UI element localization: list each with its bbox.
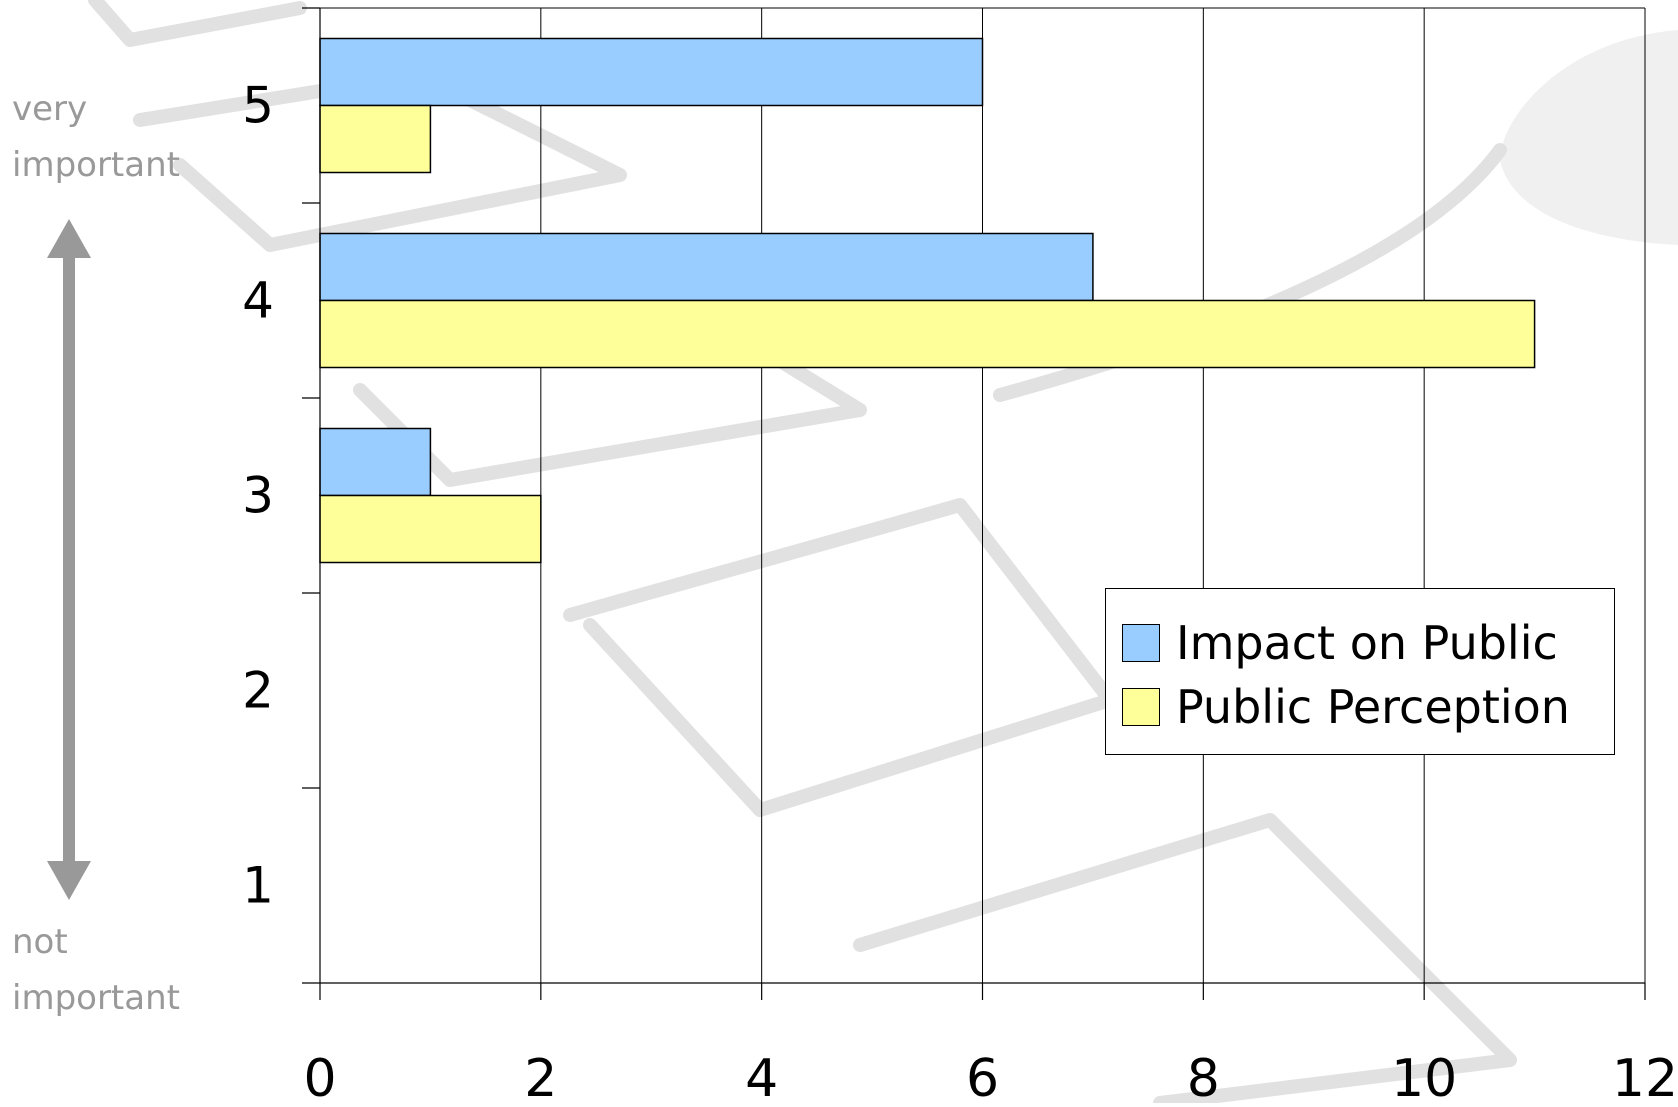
bar-perception-5 <box>319 104 432 174</box>
y-tick-label-4: 4 <box>242 272 274 330</box>
bar-perception-4 <box>319 299 1536 369</box>
watermark-stroke <box>993 143 1507 402</box>
legend-label-perception: Public Perception <box>1176 680 1570 734</box>
arrow-head-up <box>47 219 91 258</box>
bar-impact-5 <box>319 37 984 107</box>
bars <box>319 37 1536 564</box>
y-tick-label-2: 2 <box>242 662 274 720</box>
watermark-shape <box>1500 30 1678 245</box>
legend: Impact on Public Public Perception <box>1105 588 1615 755</box>
x-tick-label-6: 6 <box>966 1049 999 1103</box>
x-tick-label-4: 4 <box>745 1049 778 1103</box>
axes <box>302 7 1646 1000</box>
watermark-stroke <box>88 0 307 47</box>
x-tick-label-8: 8 <box>1187 1049 1220 1103</box>
legend-item-perception: Public Perception <box>1122 677 1570 737</box>
scale-note-bottom-line2: important <box>12 978 180 1018</box>
arrow-head-down <box>47 861 91 900</box>
importance-arrow <box>47 219 91 900</box>
gridlines <box>540 8 1646 983</box>
legend-item-impact: Impact on Public <box>1122 613 1558 673</box>
x-tick-label-12: 12 <box>1612 1049 1678 1103</box>
scale-note-top: very important <box>12 81 180 193</box>
legend-label-impact: Impact on Public <box>1176 616 1558 670</box>
x-tick-label-10: 10 <box>1391 1049 1457 1103</box>
y-tick-label-1: 1 <box>242 857 274 915</box>
bar-impact-4 <box>319 232 1094 302</box>
scale-note-bottom-line1: not <box>12 922 68 962</box>
y-tick-label-5: 5 <box>242 77 274 135</box>
legend-swatch-perception <box>1122 688 1160 726</box>
y-tick-label-3: 3 <box>242 467 274 525</box>
scale-note-bottom: not important <box>12 914 180 1026</box>
watermark-stroke <box>563 498 1117 817</box>
legend-swatch-impact <box>1122 624 1160 662</box>
bar-impact-3 <box>319 427 432 497</box>
x-tick-label-0: 0 <box>303 1049 336 1103</box>
scale-note-top-line1: very <box>12 89 88 129</box>
arrow-shaft <box>63 255 75 875</box>
bar-perception-3 <box>319 494 542 564</box>
scale-note-top-line2: important <box>12 145 180 185</box>
x-tick-label-2: 2 <box>524 1049 557 1103</box>
watermark-stroke <box>853 813 1517 1107</box>
